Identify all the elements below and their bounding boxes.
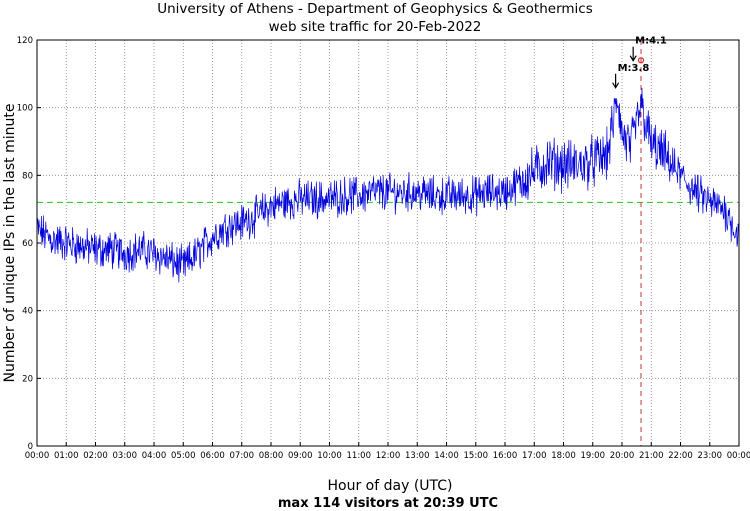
x-tick-label: 03:00 [113, 451, 138, 461]
y-tick-label: 0 [28, 442, 33, 452]
x-tick-label: 02:00 [83, 451, 108, 461]
traffic-series-line [36, 87, 740, 283]
x-tick-label: 13:00 [405, 451, 430, 461]
x-tick-label: 06:00 [200, 451, 225, 461]
x-tick-label: 23:00 [698, 451, 723, 461]
x-tick-label: 16:00 [493, 451, 518, 461]
annotation-label: M:3.8 [618, 63, 650, 74]
chart-title: University of Athens - Department of Geo… [157, 1, 593, 17]
y-tick-label: 20 [22, 374, 33, 384]
x-tick-label: 00:00 [25, 451, 50, 461]
x-axis-ticks: 00:00 01:00 02:00 03:00 04:00 05:00 06:00 07:00… [25, 442, 750, 461]
max-marker [637, 57, 645, 64]
x-tick-label: 17:00 [522, 451, 547, 461]
annotation-arrowhead [629, 55, 637, 62]
chart-subtitle: web site traffic for 20-Feb-2022 [269, 19, 482, 35]
event-annotation: M:4.1 [629, 36, 667, 62]
x-tick-label: 11:00 [347, 451, 372, 461]
y-tick-label: 80 [22, 171, 33, 181]
x-tick-label: 21:00 [639, 451, 664, 461]
x-tick-label: 09:00 [288, 451, 313, 461]
annotation-arrowhead [612, 82, 620, 89]
x-tick-label: 05:00 [171, 451, 196, 461]
x-tick-label: 01:00 [54, 451, 79, 461]
x-tick-label: 22:00 [668, 451, 693, 461]
x-tick-label: 08:00 [259, 451, 284, 461]
annotations: M:3.8 M:4.1 [612, 36, 667, 89]
y-axis-label: Number of unique IPs in the last minute [2, 104, 18, 383]
y-axis-ticks: 0 20 40 60 80 100 120 [17, 36, 41, 452]
x-tick-label: 18:00 [551, 451, 576, 461]
annotation-label: M:4.1 [635, 36, 667, 47]
x-tick-label: 07:00 [230, 451, 255, 461]
x-tick-label: 20:00 [610, 451, 635, 461]
x-tick-label: 12:00 [376, 451, 401, 461]
y-tick-label: 60 [22, 239, 33, 249]
x-tick-label: 10:00 [317, 451, 342, 461]
x-tick-label: 14:00 [434, 451, 459, 461]
footer-max-visitors: max 114 visitors at 20:39 UTC [278, 496, 498, 511]
x-tick-label: 19:00 [581, 451, 606, 461]
y-tick-label: 40 [22, 307, 33, 317]
x-tick-label: 00:00 [727, 451, 750, 461]
reference-lines [37, 40, 739, 446]
x-tick-label: 04:00 [142, 451, 167, 461]
x-axis-label: Hour of day (UTC) [328, 478, 453, 494]
x-tick-label: 15:00 [464, 451, 489, 461]
y-tick-label: 100 [17, 104, 33, 114]
event-annotation: M:3.8 [612, 63, 650, 89]
series-layer [36, 57, 740, 283]
y-tick-label: 120 [17, 36, 33, 46]
